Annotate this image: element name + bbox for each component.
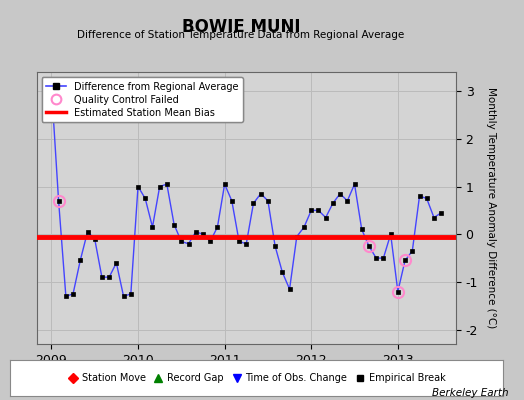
Text: BOWIE MUNI: BOWIE MUNI [182, 18, 300, 36]
Legend: Station Move, Record Gap, Time of Obs. Change, Empirical Break: Station Move, Record Gap, Time of Obs. C… [64, 369, 449, 387]
Legend: Difference from Regional Average, Quality Control Failed, Estimated Station Mean: Difference from Regional Average, Qualit… [41, 77, 243, 122]
Y-axis label: Monthly Temperature Anomaly Difference (°C): Monthly Temperature Anomaly Difference (… [486, 87, 496, 329]
Text: Difference of Station Temperature Data from Regional Average: Difference of Station Temperature Data f… [78, 30, 405, 40]
Text: Berkeley Earth: Berkeley Earth [432, 388, 508, 398]
